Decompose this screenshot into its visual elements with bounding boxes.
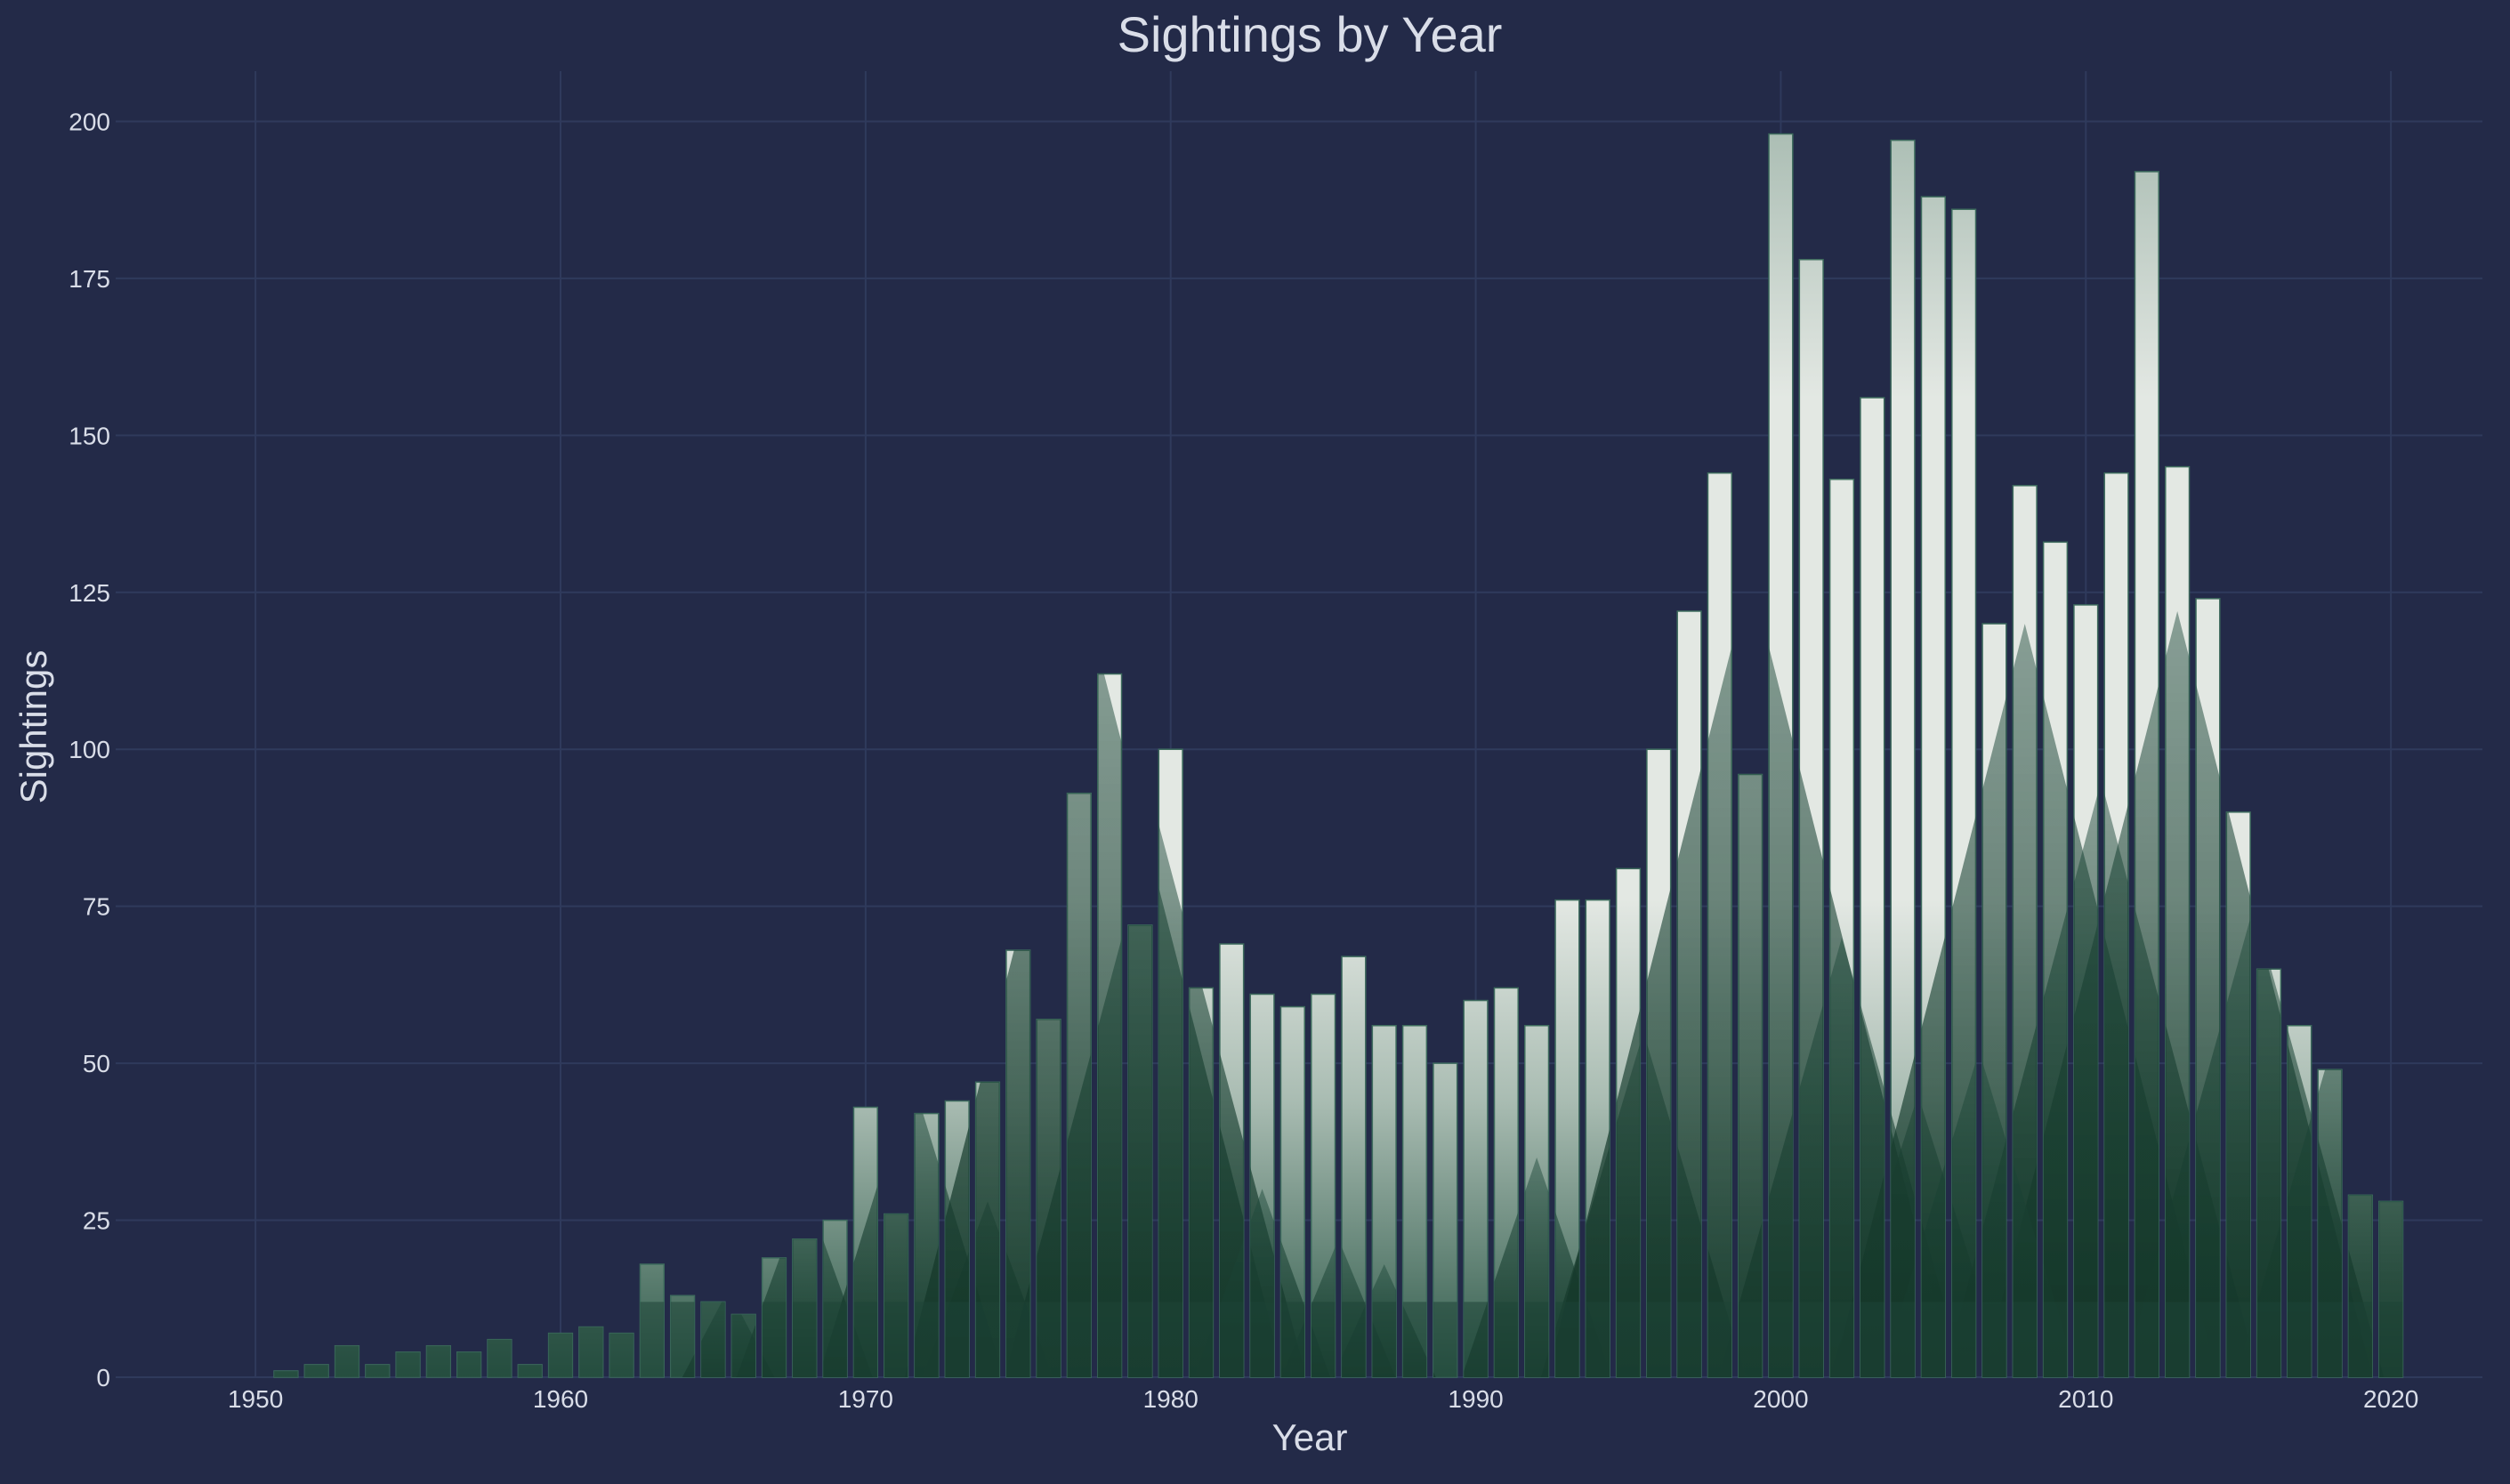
y-tick-label: 150: [69, 422, 110, 449]
tree-silhouette: [1828, 1094, 2007, 1377]
y-tick-label: 175: [69, 265, 110, 293]
tree-silhouette: [2123, 906, 2385, 1377]
forest-texture: [274, 573, 2403, 1377]
y-tick-label: 125: [69, 579, 110, 607]
chart-title: Sightings by Year: [1118, 6, 1503, 62]
tree-silhouette: [682, 1289, 775, 1377]
x-tick-label: 2000: [1753, 1385, 1808, 1413]
x-tick-label: 1960: [533, 1385, 588, 1413]
y-tick-label: 0: [96, 1364, 110, 1391]
y-tick-label: 25: [83, 1207, 110, 1235]
x-tick-label: 2010: [2058, 1385, 2113, 1413]
x-axis-label: Year: [1272, 1416, 1348, 1458]
y-tick-label: 100: [69, 736, 110, 763]
x-tick-label: 2020: [2363, 1385, 2418, 1413]
forest-floor: [274, 1302, 2403, 1377]
x-tick-label: 1970: [838, 1385, 893, 1413]
x-tick-label: 1950: [228, 1385, 283, 1413]
y-tick-label: 200: [69, 108, 110, 135]
y-tick-label: 75: [83, 893, 110, 921]
y-tick-label: 50: [83, 1050, 110, 1077]
x-tick-label: 1990: [1448, 1385, 1503, 1413]
tick-labels: 0 25 50 75 100 125 150 175 200 1950 1960 1970 1980 19…: [69, 108, 2418, 1413]
y-axis-label: Sightings: [12, 650, 54, 804]
x-tick-label: 1980: [1143, 1385, 1199, 1413]
